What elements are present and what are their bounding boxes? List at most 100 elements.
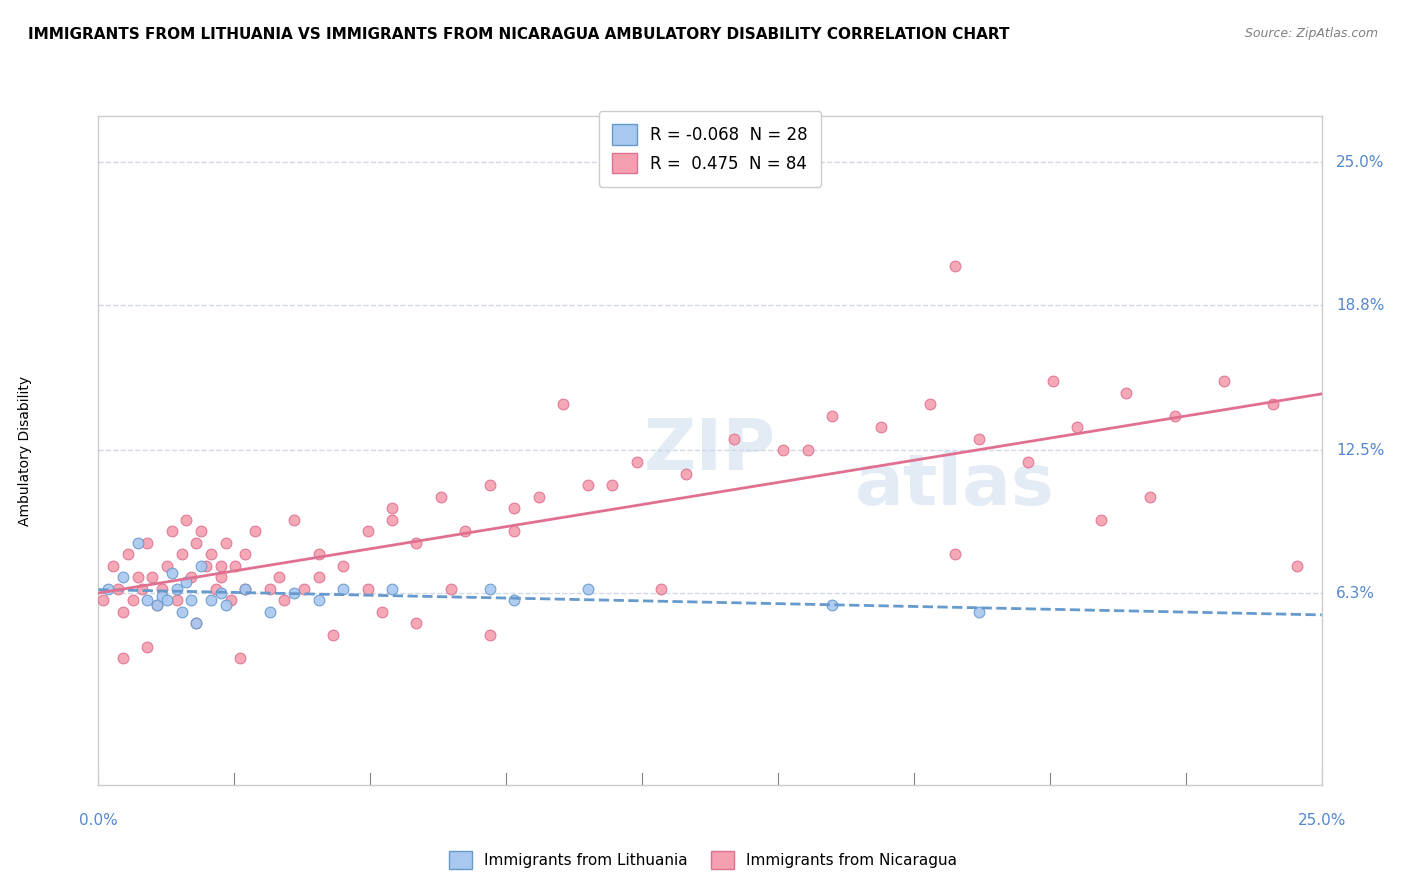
Point [1090, 513, 1112, 527]
Point [200, 593, 222, 607]
Point [190, 524, 212, 539]
Point [209, 586, 232, 600]
Point [772, 443, 794, 458]
Point [101, 558, 124, 573]
Point [219, 593, 242, 607]
Point [322, 628, 344, 642]
Point [1139, 490, 1161, 504]
Point [233, 582, 256, 596]
Point [150, 582, 173, 596]
Text: 12.5%: 12.5% [1336, 443, 1385, 458]
Point [920, 397, 942, 411]
Point [136, 640, 159, 654]
Point [967, 605, 990, 619]
Text: 25.0%: 25.0% [1336, 154, 1385, 169]
Point [332, 558, 354, 573]
Point [454, 524, 477, 539]
Point [224, 558, 246, 573]
Point [332, 582, 354, 596]
Point [233, 582, 256, 596]
Point [166, 593, 188, 607]
Point [576, 582, 599, 596]
Point [186, 535, 208, 549]
Text: ZIP: ZIP [644, 416, 776, 485]
Point [160, 524, 183, 539]
Point [308, 570, 330, 584]
Point [478, 478, 501, 492]
Point [117, 547, 139, 561]
Point [186, 616, 208, 631]
Point [160, 566, 183, 580]
Point [97, 582, 120, 596]
Point [356, 582, 378, 596]
Text: atlas: atlas [855, 450, 1054, 519]
Point [1286, 558, 1309, 573]
Text: 6.3%: 6.3% [1336, 586, 1375, 601]
Point [1115, 385, 1137, 400]
Point [176, 574, 198, 589]
Point [243, 524, 266, 539]
Text: Source: ZipAtlas.com: Source: ZipAtlas.com [1244, 27, 1378, 40]
Point [170, 605, 193, 619]
Point [180, 593, 202, 607]
Point [166, 582, 188, 596]
Point [131, 582, 153, 596]
Point [503, 593, 526, 607]
Text: IMMIGRANTS FROM LITHUANIA VS IMMIGRANTS FROM NICARAGUA AMBULATORY DISABILITY COR: IMMIGRANTS FROM LITHUANIA VS IMMIGRANTS … [28, 27, 1010, 42]
Point [1164, 409, 1187, 423]
Point [269, 570, 291, 584]
Point [283, 586, 305, 600]
Point [576, 478, 599, 492]
Point [371, 605, 394, 619]
Point [553, 397, 575, 411]
Point [381, 513, 404, 527]
Point [478, 628, 501, 642]
Point [156, 593, 179, 607]
Point [170, 547, 193, 561]
Point [190, 558, 212, 573]
Point [527, 490, 550, 504]
Point [292, 582, 315, 596]
Point [478, 582, 501, 596]
Point [405, 535, 427, 549]
Point [1261, 397, 1284, 411]
Point [943, 259, 966, 273]
Point [503, 524, 526, 539]
Point [967, 432, 990, 446]
Point [308, 547, 330, 561]
Point [381, 501, 404, 516]
Text: 0.0%: 0.0% [79, 813, 118, 828]
Point [186, 616, 208, 631]
Point [503, 501, 526, 516]
Point [821, 598, 844, 612]
Point [214, 598, 236, 612]
Point [107, 582, 129, 596]
Point [440, 582, 463, 596]
Point [283, 513, 305, 527]
Point [176, 513, 198, 527]
Point [180, 570, 202, 584]
Point [150, 589, 173, 603]
Text: 25.0%: 25.0% [1298, 813, 1346, 828]
Legend: Immigrants from Lithuania, Immigrants from Nicaragua: Immigrants from Lithuania, Immigrants fr… [443, 845, 963, 875]
Point [675, 467, 697, 481]
Point [797, 443, 820, 458]
Point [200, 547, 222, 561]
Point [146, 598, 169, 612]
Point [1066, 420, 1088, 434]
Point [405, 616, 427, 631]
Point [870, 420, 893, 434]
Point [111, 651, 134, 665]
Point [91, 593, 114, 607]
Point [430, 490, 453, 504]
Point [209, 570, 232, 584]
Point [821, 409, 844, 423]
Point [381, 582, 404, 596]
Point [723, 432, 745, 446]
Point [1017, 455, 1039, 469]
Point [229, 651, 252, 665]
Point [195, 558, 218, 573]
Point [214, 535, 236, 549]
Point [259, 582, 281, 596]
Point [943, 547, 966, 561]
